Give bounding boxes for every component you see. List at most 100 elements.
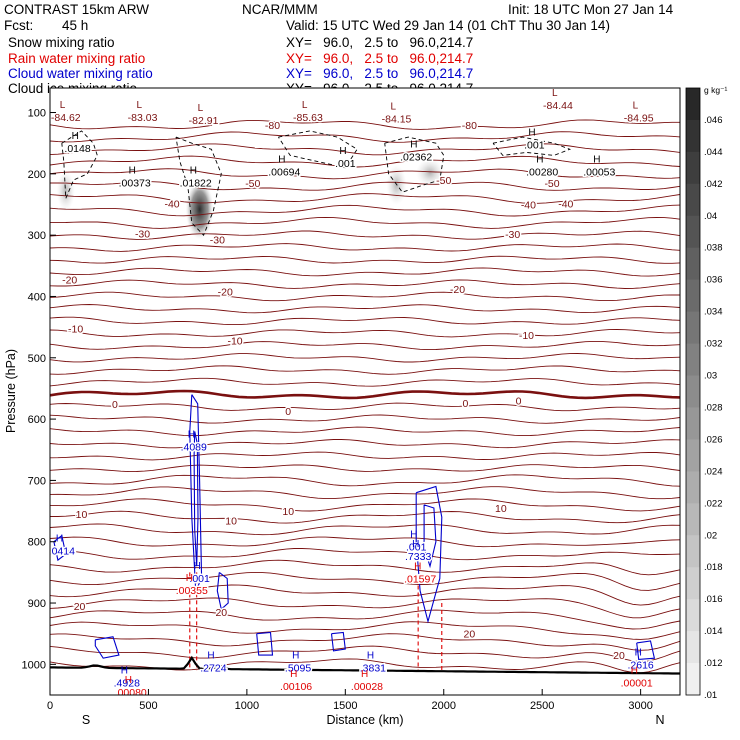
temperature-contour-line xyxy=(50,216,680,229)
colorbar-swatch xyxy=(686,247,700,281)
temperature-contour-line xyxy=(50,510,680,524)
colorbar-swatch xyxy=(686,567,700,600)
init-time: Init: 18 UTC Mon 27 Jan 14 xyxy=(508,2,674,17)
temperature-contour-line xyxy=(50,365,680,375)
colorbar-tick-label: .022 xyxy=(704,498,723,509)
snow-label: .00373 xyxy=(119,177,151,189)
colorbar-tick-label: .046 xyxy=(704,115,723,126)
colorbar-tick-label: .028 xyxy=(704,402,723,413)
temperature-contour-line xyxy=(50,155,680,168)
temperature-contour-label: 20 xyxy=(613,650,625,662)
snow-label: .01822 xyxy=(180,177,212,189)
temperature-contour-marker: L xyxy=(137,100,143,111)
temperature-contour-label: -84.15 xyxy=(382,114,412,126)
cloud-water-contour-1 xyxy=(193,431,199,567)
institution-label: NCAR/MMM xyxy=(242,2,318,17)
snow-label: .001 xyxy=(524,139,545,151)
temperature-contour-label: 0 xyxy=(516,396,522,408)
colorbar-tick-label: .018 xyxy=(704,562,723,573)
snow-label: .00053 xyxy=(583,166,615,178)
cloud-water-marker: H xyxy=(412,539,419,550)
snow-marker: H xyxy=(536,154,543,165)
cloud-water-contour-3 xyxy=(415,485,443,624)
temperature-contour-line xyxy=(50,609,680,630)
colorbar-tick-label: .032 xyxy=(704,339,723,350)
temperature-contour-line xyxy=(50,143,680,156)
snow-contour-0 xyxy=(61,130,98,199)
model-name: CONTRAST 15km ARW xyxy=(4,2,149,17)
temperature-contour-label: -30 xyxy=(135,228,150,240)
snow-label: .001 xyxy=(335,158,356,170)
cloud-water-marker: H xyxy=(188,430,195,441)
temperature-contour-line xyxy=(50,645,680,662)
forecast-label: Fcst: xyxy=(4,18,33,33)
snow-shading-0 xyxy=(56,171,75,212)
cloud-water-label: .7333 xyxy=(405,551,431,563)
cloud-water-marker: H xyxy=(635,647,642,658)
temperature-contour-label: -40 xyxy=(521,199,536,211)
temperature-contour-line xyxy=(50,402,680,412)
rain-label: .00028 xyxy=(351,681,383,693)
rain-label: .00001 xyxy=(621,678,653,690)
temperature-contour-label: 10 xyxy=(76,509,88,521)
snow-marker: H xyxy=(593,154,600,165)
snow-marker: H xyxy=(339,146,346,157)
temperature-contour-line xyxy=(50,464,680,473)
temperature-contour-label: -10 xyxy=(68,323,83,335)
temperature-contour-marker: L xyxy=(60,100,66,111)
colorbar: .046 .044 .042 .04 .038 .036 .034 .032 .03 .028 .0… xyxy=(685,87,723,701)
colorbar-tick-label: .026 xyxy=(704,434,723,445)
cloud-water-marker: H xyxy=(207,650,214,661)
cloud-water-marker: H xyxy=(121,666,128,677)
temperature-contour-marker: L xyxy=(198,103,204,114)
temperature-contour-label: -10 xyxy=(519,330,534,342)
temperature-contour-line xyxy=(50,304,680,314)
x-tick-label: 500 xyxy=(139,700,157,712)
temperature-contour-label: -84.62 xyxy=(51,112,81,124)
temperature-contour-marker: L xyxy=(633,100,639,111)
y-tick-label: 600 xyxy=(28,414,46,426)
field-name-snow: Snow mixing ratio xyxy=(8,35,115,50)
colorbar-swatch xyxy=(686,663,700,696)
temperature-contour-line xyxy=(50,279,680,289)
temperature-contour-line xyxy=(50,559,680,576)
plot-content: L-84.62L-83.03L-82.91L-85.63L-84.15L-84.… xyxy=(50,88,680,695)
y-tick-label: 200 xyxy=(28,169,46,181)
temperature-contour-line xyxy=(50,291,680,302)
temperature-contour-line xyxy=(50,204,680,217)
y-axis-title: Pressure (hPa) xyxy=(4,349,18,433)
colorbar-swatch xyxy=(686,279,700,313)
y-tick-label: 700 xyxy=(28,475,46,487)
temperature-contour-label: -20 xyxy=(218,287,233,299)
colorbar-tick-label: .042 xyxy=(704,179,723,190)
temperature-contour-marker: L xyxy=(391,102,397,113)
temperature-contour-label: -50 xyxy=(436,175,451,187)
cloud-water-contour-6 xyxy=(256,631,274,656)
rain-label: .00106 xyxy=(280,681,312,693)
colorbar-tick-label: .036 xyxy=(704,275,723,286)
temperature-contour-line xyxy=(50,451,680,461)
temperature-contour-label: -40 xyxy=(558,198,573,210)
temperature-contour-line xyxy=(50,414,680,424)
x-axis-title: Distance (km) xyxy=(326,713,403,727)
temperature-contour-line xyxy=(50,193,680,204)
temperature-contour-line xyxy=(50,243,680,252)
cloud-water-label: .2724 xyxy=(200,662,226,674)
field-xy-snow: XY= 96.0, 2.5 to 96.0,214.7 xyxy=(286,35,473,50)
temperature-contour-label: 10 xyxy=(225,515,237,527)
cloud-water-marker: H xyxy=(410,530,417,541)
snow-marker: H xyxy=(528,127,535,138)
colorbar-tick-label: .012 xyxy=(704,658,723,669)
temperature-contour-label: -83.03 xyxy=(128,112,158,124)
temperature-contour-label: 20 xyxy=(74,601,86,613)
rain-marker: H xyxy=(414,562,421,573)
rain-marker: H xyxy=(631,666,638,677)
colorbar-swatch xyxy=(686,88,700,121)
colorbar-tick-label: .016 xyxy=(704,594,723,605)
temperature-contour-marker: L xyxy=(302,100,308,111)
snow-contour-2 xyxy=(278,130,358,169)
temperature-contour-line xyxy=(50,119,680,130)
field-name-cloud-water: Cloud water mixing ratio xyxy=(8,66,153,81)
snow-marker: H xyxy=(129,165,136,176)
temperature-contour-label: -30 xyxy=(505,229,520,241)
